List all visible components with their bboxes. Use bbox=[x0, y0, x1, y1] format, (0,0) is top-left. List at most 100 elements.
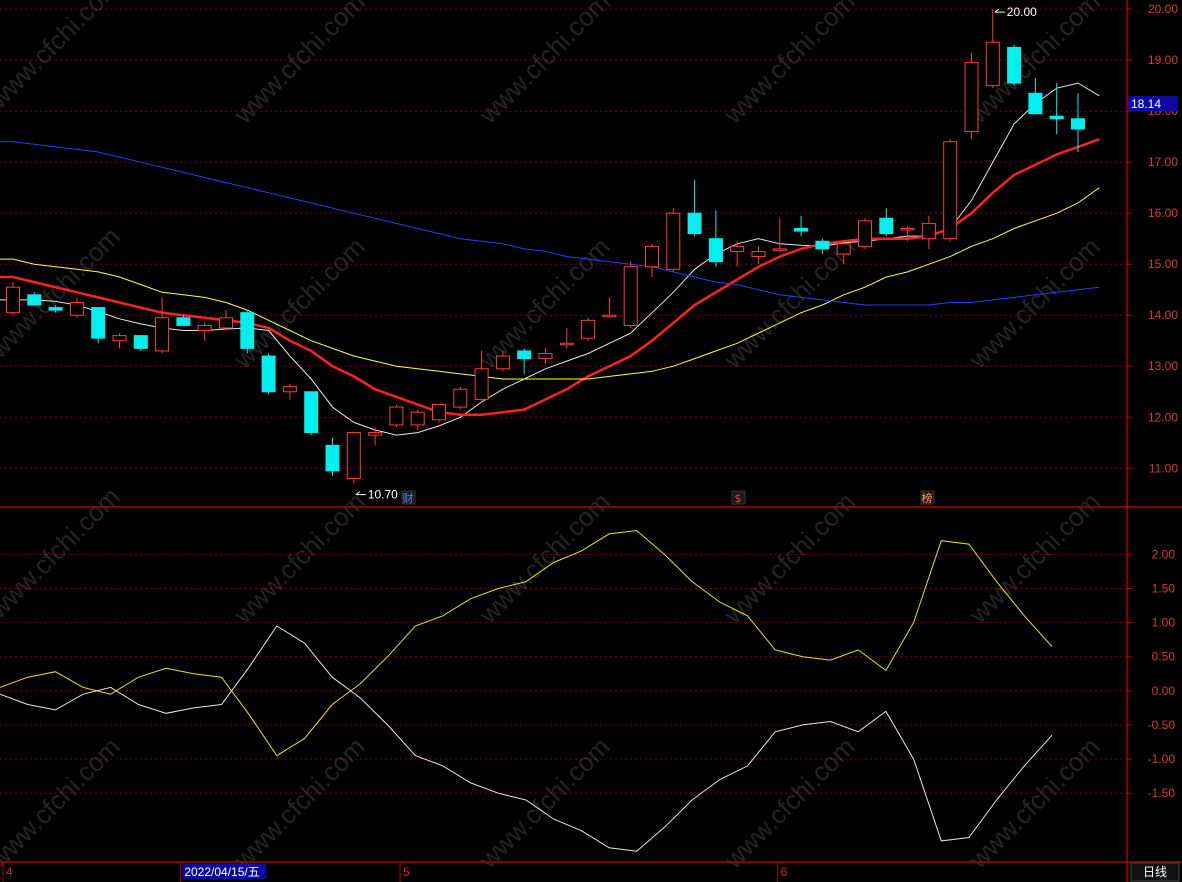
candle-body bbox=[304, 391, 319, 434]
candle-body bbox=[112, 335, 127, 342]
price-tick-label: 12.00 bbox=[1148, 410, 1178, 424]
osc-tick-label: 2.00 bbox=[1152, 547, 1176, 561]
candle-body bbox=[368, 432, 383, 436]
candlestick bbox=[474, 350, 489, 402]
candlestick bbox=[1007, 44, 1022, 86]
candlestick bbox=[1049, 83, 1064, 135]
moving-average-line bbox=[0, 138, 1100, 416]
candlestick bbox=[219, 310, 233, 331]
candle-body bbox=[985, 41, 1000, 87]
date-axis[interactable]: 4 2022/04/15/五 5 6 日线 bbox=[2, 862, 1180, 882]
candle-body bbox=[559, 342, 574, 346]
candlestick bbox=[623, 261, 638, 328]
candle-body bbox=[261, 355, 276, 393]
event-marker[interactable] bbox=[401, 490, 416, 505]
candlesticks bbox=[6, 9, 1085, 484]
candlestick bbox=[48, 305, 63, 313]
candle-body bbox=[964, 62, 979, 133]
candlestick bbox=[921, 215, 936, 249]
moving-average-lines bbox=[0, 82, 1100, 436]
candlestick bbox=[27, 292, 42, 306]
candle-body bbox=[1071, 118, 1085, 130]
candle-body bbox=[645, 245, 659, 268]
period-button[interactable] bbox=[1130, 862, 1180, 882]
candlestick bbox=[879, 208, 894, 237]
price-axis: 20.0019.0018.0017.0016.0015.0014.0013.00… bbox=[1127, 2, 1178, 800]
candlestick bbox=[645, 243, 659, 277]
oscillator-line bbox=[0, 529, 1053, 757]
period-button-label[interactable]: 日线 bbox=[1143, 865, 1167, 879]
candlestick bbox=[325, 437, 340, 476]
candlestick bbox=[112, 333, 127, 349]
candle-body bbox=[900, 227, 915, 231]
candle-body bbox=[176, 317, 191, 326]
candle-body bbox=[751, 250, 766, 258]
date-label: 6 bbox=[781, 865, 788, 879]
candlestick bbox=[815, 238, 830, 254]
price-tick-label: 16.00 bbox=[1148, 206, 1178, 220]
candle-body bbox=[27, 294, 42, 306]
date-label: 4 bbox=[6, 865, 13, 879]
candlestick bbox=[581, 317, 596, 341]
date-cursor-box bbox=[182, 864, 267, 879]
osc-tick-label: 1.00 bbox=[1152, 616, 1176, 630]
osc-tick-label: -1.00 bbox=[1148, 752, 1176, 766]
event-marker-label[interactable]: 榜 bbox=[922, 491, 933, 505]
extreme-arrow bbox=[355, 491, 366, 496]
candlestick bbox=[1071, 93, 1085, 152]
event-marker-label[interactable]: 财 bbox=[403, 491, 414, 505]
candlestick bbox=[751, 246, 766, 265]
candle-body bbox=[133, 335, 148, 349]
candle-body bbox=[219, 317, 233, 329]
candle-body bbox=[772, 248, 787, 251]
candle-body bbox=[1028, 92, 1043, 115]
candle-body bbox=[815, 240, 830, 250]
candle-body bbox=[155, 317, 170, 352]
candlestick bbox=[858, 218, 872, 249]
candle-body bbox=[389, 406, 404, 426]
candle-body bbox=[282, 386, 297, 393]
candle-body bbox=[495, 355, 510, 370]
price-tick-label: 19.00 bbox=[1148, 53, 1178, 67]
candlestick bbox=[985, 9, 1000, 89]
candlestick bbox=[943, 139, 958, 242]
price-tick-label: 17.00 bbox=[1148, 155, 1178, 169]
low-price-annotation: 10.70 bbox=[368, 488, 398, 502]
price-tick-label: 14.00 bbox=[1148, 308, 1178, 322]
price-tick-label: 13.00 bbox=[1148, 359, 1178, 373]
candlestick bbox=[133, 335, 148, 351]
candle-body bbox=[325, 444, 340, 472]
date-label: 2022/04/15/五 bbox=[184, 865, 259, 879]
candlestick bbox=[517, 348, 532, 374]
candle-body bbox=[517, 350, 532, 360]
moving-average-line bbox=[0, 141, 1100, 306]
candle-body bbox=[69, 301, 84, 316]
candle-body bbox=[538, 352, 553, 360]
current-price-label: 18.14 bbox=[1131, 97, 1161, 111]
candle-body bbox=[666, 212, 681, 270]
event-marker[interactable] bbox=[731, 490, 746, 505]
candle-body bbox=[623, 266, 638, 326]
event-marker-label[interactable]: $ bbox=[735, 492, 742, 505]
current-price-tag bbox=[1128, 96, 1178, 111]
candle-body bbox=[48, 307, 63, 311]
candlestick bbox=[368, 427, 383, 446]
candle-body bbox=[858, 220, 872, 247]
osc-tick-label: -0.50 bbox=[1148, 718, 1176, 732]
osc-tick-label: 1.50 bbox=[1152, 581, 1176, 595]
candlestick bbox=[6, 282, 20, 316]
candlestick bbox=[687, 180, 702, 237]
candlestick bbox=[1028, 77, 1043, 115]
price-tick-label: 11.00 bbox=[1149, 461, 1178, 475]
candlestick bbox=[772, 218, 787, 252]
high-price-annotation: 20.00 bbox=[1007, 5, 1037, 19]
osc-tick-label: 0.00 bbox=[1152, 684, 1176, 698]
event-marker[interactable] bbox=[920, 490, 935, 505]
candlestick bbox=[346, 432, 361, 484]
candle-body bbox=[708, 238, 723, 263]
price-tick-label: 15.00 bbox=[1148, 257, 1178, 271]
price-tick-label: 20.00 bbox=[1148, 2, 1178, 16]
candlestick bbox=[304, 391, 319, 436]
